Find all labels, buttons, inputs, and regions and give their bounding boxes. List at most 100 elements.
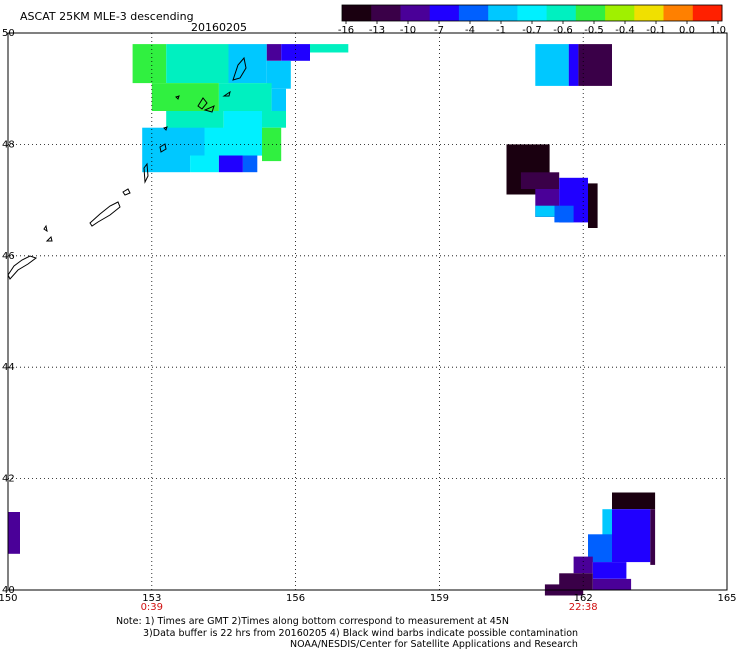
coast-island-12 xyxy=(45,236,53,242)
colorbar-segment xyxy=(371,5,401,21)
colorbar-label: -1 xyxy=(496,25,506,36)
swath-cell xyxy=(142,127,205,156)
swath-cell xyxy=(650,509,656,565)
lon-tick-label: 153 xyxy=(142,593,161,604)
swath-cell xyxy=(228,44,267,84)
color-legend: -16 -13 -10 -7 -4 -1 -0.7 -0.6 -0.5 -0.4 -0.1 0.0 1.… xyxy=(338,4,726,36)
swath-cell xyxy=(602,509,612,537)
colorbar-label: 1.0 xyxy=(710,25,726,36)
coast-island-10 xyxy=(89,201,121,227)
swath-cell xyxy=(266,44,282,61)
swath-cell xyxy=(612,509,651,563)
swath-cell xyxy=(554,205,574,223)
swath-cell xyxy=(535,44,569,86)
swath-southeast xyxy=(544,492,656,596)
swath-cell xyxy=(204,127,262,156)
colorbar-label: -4 xyxy=(465,25,475,36)
time-label: 0:39 xyxy=(141,602,163,613)
colorbar-label: -13 xyxy=(369,25,385,36)
swath-cell xyxy=(190,155,219,173)
swath-cell xyxy=(218,83,272,111)
colorbar-segment xyxy=(517,5,548,21)
colorbar-segment xyxy=(400,5,431,21)
lon-tick-label: 162 xyxy=(574,593,593,604)
coast-island-7 xyxy=(159,143,167,153)
colorbar-segment xyxy=(692,5,723,21)
coast-island-3 xyxy=(197,97,208,110)
swath-cell xyxy=(151,83,219,111)
coastline xyxy=(7,56,247,280)
colorbar-label: -7 xyxy=(434,25,444,36)
coast-island-5 xyxy=(175,95,180,100)
time-label: 22:38 xyxy=(569,602,598,613)
colorbar-label: -0.1 xyxy=(646,25,666,36)
swath-cell xyxy=(520,172,560,189)
note-line-3: NOAA/NESDIS/Center for Satellite Applica… xyxy=(290,639,578,650)
lat-tick-label: 40 xyxy=(2,585,15,596)
swath-cell xyxy=(573,556,593,574)
colorbar-label: 0.0 xyxy=(679,25,695,36)
swath-cell xyxy=(592,562,627,579)
swath-cell xyxy=(568,44,579,86)
lon-tick-label: 150 xyxy=(0,593,18,604)
colorbar-label: -0.4 xyxy=(615,25,635,36)
lat-tick-label: 50 xyxy=(2,28,15,39)
colorbar-label: -16 xyxy=(338,25,354,36)
note-line-2: 3)Data buffer is 22 hrs from 20160205 4)… xyxy=(143,628,579,639)
lat-tick-label: 42 xyxy=(2,474,15,485)
map-date: 20160205 xyxy=(191,21,247,34)
swath-cell xyxy=(8,512,20,554)
coast-island-11 xyxy=(43,224,48,233)
colorbar-segment xyxy=(546,5,577,21)
coast-island-8 xyxy=(143,162,149,184)
swath-cell xyxy=(218,155,243,173)
swath-cell xyxy=(132,44,167,84)
swath-kuril-north xyxy=(132,44,349,173)
swath-cell xyxy=(142,155,191,173)
note-line-1: Note: 1) Times are GMT 2)Times along bot… xyxy=(116,616,509,627)
coast-island-9 xyxy=(122,188,131,196)
swath-cell xyxy=(281,44,310,61)
swath-cell xyxy=(592,578,632,590)
lat-tick-label: 44 xyxy=(2,362,15,373)
colorbar-segment xyxy=(575,5,606,21)
colorbar-segment xyxy=(342,5,372,21)
map-title: ASCAT 25KM MLE-3 descending xyxy=(20,10,194,23)
swath-cell xyxy=(588,183,598,228)
lat-tick-label: 46 xyxy=(2,251,15,262)
lat-lon-grid xyxy=(8,33,727,590)
coast-island-2 xyxy=(222,90,231,97)
colorbar-label: -0.7 xyxy=(522,25,542,36)
colorbar-segment xyxy=(488,5,518,21)
coast-island-1 xyxy=(232,56,247,81)
swath-cell xyxy=(535,205,555,217)
swath-west-edge xyxy=(8,512,20,554)
axis-labels: 150 153 156 159 162 165 50 48 46 44 42 40 0:39 22:38 xyxy=(0,28,737,613)
data-swaths xyxy=(8,44,656,596)
swath-cell xyxy=(271,88,286,111)
colorbar-segment xyxy=(605,5,635,21)
swath-cell xyxy=(310,44,349,53)
colorbar-label: -10 xyxy=(400,25,416,36)
lon-tick-label: 156 xyxy=(286,593,305,604)
swath-cell xyxy=(242,155,258,173)
swath-cell xyxy=(262,127,282,162)
swath-cell xyxy=(578,44,612,86)
map-frame xyxy=(7,32,728,591)
coast-island-6 xyxy=(163,126,168,131)
swath-cell xyxy=(612,492,656,510)
colorbar-label: -0.5 xyxy=(584,25,604,36)
lon-tick-label: 165 xyxy=(717,593,736,604)
swath-northeast xyxy=(506,44,612,228)
swath-cell xyxy=(166,44,229,84)
coast-island-13 xyxy=(7,255,38,280)
colorbar-segment xyxy=(634,5,664,21)
lat-tick-label: 48 xyxy=(2,139,15,150)
coast-island-4 xyxy=(203,105,215,113)
colorbar-segment xyxy=(663,5,694,21)
swath-cell xyxy=(262,111,286,128)
colorbar-segment xyxy=(458,5,489,21)
colorbar-segment xyxy=(429,5,460,21)
colorbar-label: -0.6 xyxy=(553,25,573,36)
